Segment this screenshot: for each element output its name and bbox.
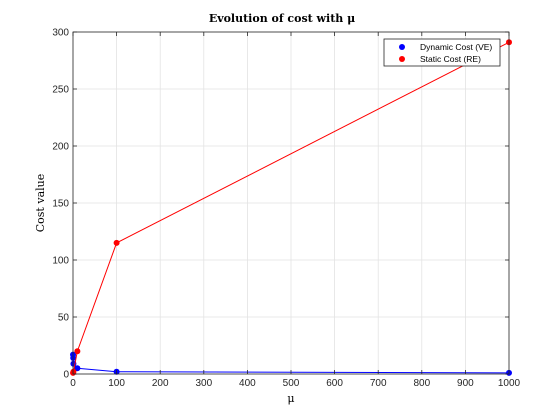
axis-ticks: 0 100 200 300 400 500 600 700 800 900 1000 0 50 100 15…	[52, 28, 520, 390]
x-tick-label: 600	[326, 378, 343, 389]
y-tick-label: 150	[52, 199, 69, 210]
legend-marker	[399, 56, 405, 62]
legend-marker	[399, 44, 405, 50]
y-tick-label: 250	[52, 85, 69, 96]
legend: Dynamic Cost (VE) Static Cost (RE)	[383, 38, 501, 67]
x-tick-label: 1000	[498, 378, 521, 389]
x-tick-label: 700	[370, 378, 387, 389]
x-tick-label: 0	[70, 378, 76, 389]
x-tick-label: 100	[108, 378, 125, 389]
data-point	[70, 368, 77, 375]
y-axis-label: Cost value	[34, 174, 47, 233]
x-tick-label: 400	[239, 378, 256, 389]
legend-label: Dynamic Cost (VE)	[420, 42, 492, 52]
x-tick-label: 900	[457, 378, 474, 389]
grid	[72, 31, 510, 375]
x-tick-label: 500	[283, 378, 300, 389]
chart-title: Evolution of cost with μ	[209, 12, 355, 25]
y-tick-label: 100	[52, 256, 69, 267]
y-tick-label: 200	[52, 142, 69, 153]
x-tick-label: 800	[413, 378, 430, 389]
y-tick-label: 300	[52, 28, 69, 39]
data-point	[113, 239, 120, 246]
x-tick-label: 200	[152, 378, 169, 389]
y-tick-label: 0	[63, 370, 69, 381]
data-point	[74, 365, 81, 372]
data-point	[74, 348, 81, 355]
legend-label: Static Cost (RE)	[420, 54, 481, 64]
x-tick-label: 300	[195, 378, 212, 389]
y-tick-label: 50	[58, 313, 70, 324]
x-axis-label: μ	[287, 392, 294, 405]
